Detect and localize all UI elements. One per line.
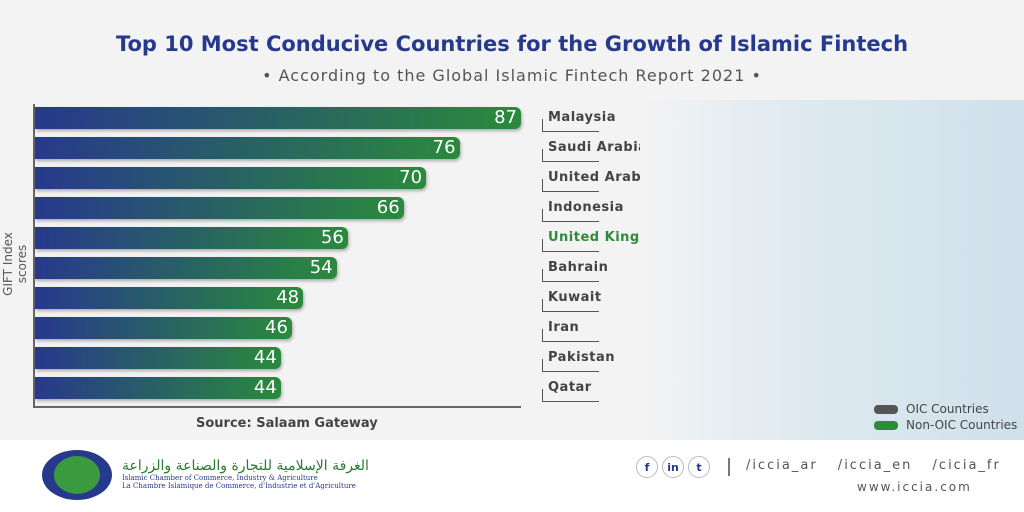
- bar-indonesia: 66: [35, 197, 404, 219]
- chart-title: Top 10 Most Conducive Countries for the …: [115, 32, 909, 56]
- x-axis: [33, 406, 521, 408]
- bar-bahrain: 54: [35, 257, 337, 279]
- label-bracket: [542, 359, 599, 372]
- website-link[interactable]: www.iccia.com: [857, 480, 972, 494]
- chart-subtitle: • According to the Global Islamic Fintec…: [262, 66, 762, 85]
- label-bracket: [542, 179, 599, 192]
- bar-united-arab-emirates: 70: [35, 167, 427, 189]
- category-label: Pakistan: [548, 350, 616, 365]
- label-bracket: [542, 149, 599, 162]
- category-label: Saudi Arabia: [548, 140, 648, 155]
- facebook-icon[interactable]: f: [636, 456, 658, 478]
- legend-label: Non-OIC Countries: [906, 418, 1018, 432]
- label-bracket: [542, 299, 599, 312]
- bar-saudi-arabia: 76: [35, 137, 460, 159]
- bar-kuwait: 48: [35, 287, 304, 309]
- category-label: Qatar: [548, 380, 592, 395]
- bar-pakistan: 44: [35, 347, 281, 369]
- social-links: f in t: [636, 456, 730, 478]
- legend-label: OIC Countries: [906, 402, 989, 416]
- label-bracket: [542, 329, 599, 342]
- iccia-logo: [42, 450, 112, 500]
- label-bracket: [542, 239, 599, 252]
- bar-qatar: 44: [35, 377, 281, 399]
- fintech-illustration: [640, 100, 1024, 440]
- category-label: Iran: [548, 320, 580, 335]
- org-name: الغرفة الإسلامية للتجارة والصناعة والزرا…: [122, 458, 369, 490]
- bar-malaysia: 87: [35, 107, 521, 129]
- source-note: Source: Salaam Gateway: [196, 416, 378, 431]
- y-axis: [33, 104, 35, 408]
- label-bracket: [542, 269, 599, 282]
- category-label: Indonesia: [548, 200, 624, 215]
- category-label: Bahrain: [548, 260, 609, 275]
- legend-oic: OIC Countries: [874, 402, 989, 416]
- bar-united-kingdom: 56: [35, 227, 348, 249]
- twitter-icon[interactable]: t: [688, 456, 710, 478]
- label-bracket: [542, 119, 599, 132]
- category-label: Kuwait: [548, 290, 602, 305]
- label-bracket: [542, 209, 599, 222]
- social-handles[interactable]: /iccia_ar /iccia_en /cicia_fr: [746, 458, 1001, 473]
- legend-non-oic: Non-OIC Countries: [874, 418, 1017, 432]
- label-bracket: [542, 389, 599, 402]
- category-label: Malaysia: [548, 110, 616, 125]
- y-axis-label: GIFT Index scores: [1, 232, 29, 296]
- bar-iran: 46: [35, 317, 292, 339]
- linkedin-icon[interactable]: in: [662, 456, 684, 478]
